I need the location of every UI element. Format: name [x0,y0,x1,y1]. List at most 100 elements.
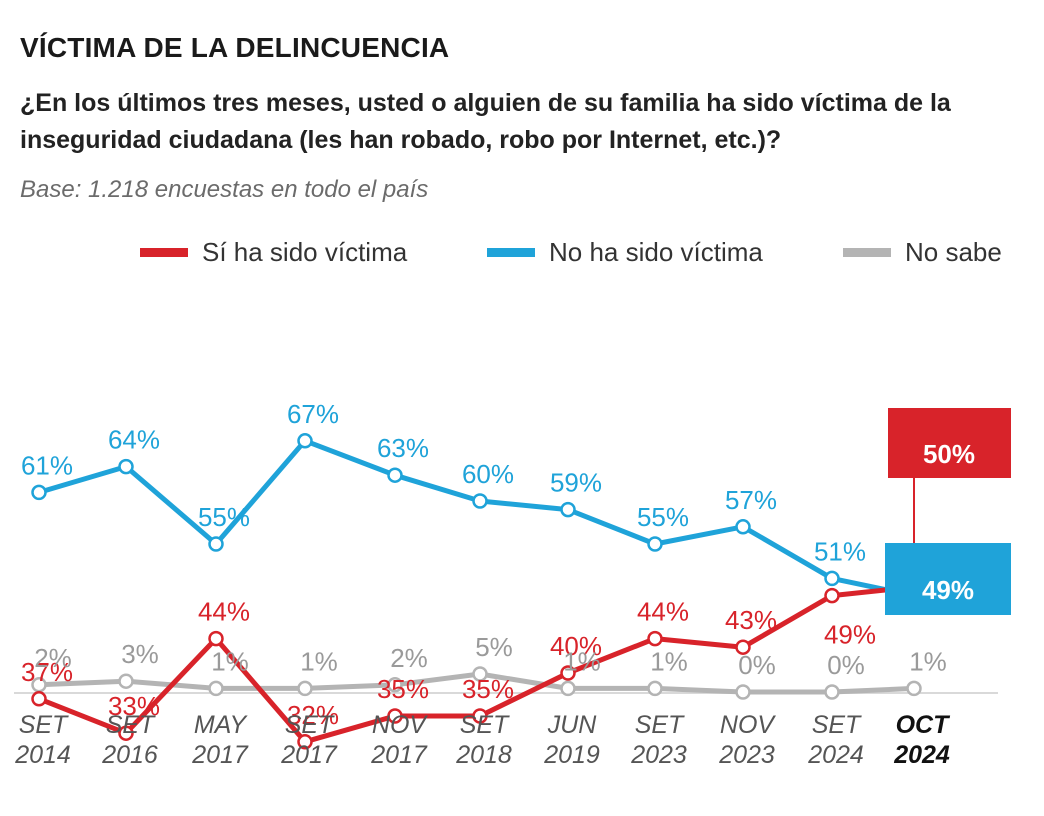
data-label-no: 67% [287,399,339,429]
x-tick-label-year: 2023 [718,741,775,769]
data-label-si: 37% [21,657,73,687]
x-tick-label-year: 2023 [630,741,687,769]
legend-item-nosabe: No sabe [843,232,1002,272]
data-point-no [824,570,840,587]
x-tick-label-year: 2024 [893,741,950,769]
data-label-nosabe: 5% [475,632,513,662]
data-point-no [387,467,403,483]
data-label-nosabe: 0% [738,650,776,680]
data-label-si: 44% [637,597,689,627]
data-label-nosabe: 1% [211,646,249,676]
x-tick-label-period: SET [460,711,510,739]
x-tick-label-period: SET [19,711,69,739]
x-tick-label-period: SET [635,711,685,739]
x-tick-label-year: 2016 [101,741,158,769]
data-label-nosabe: 0% [827,650,865,680]
x-tick-label-year: 2024 [807,741,864,769]
data-point-nosabe [297,680,313,697]
data-point-no [647,536,663,552]
x-tick-label-period: JUN [547,711,598,739]
data-label-si: 43% [725,605,777,635]
legend-label-nosabe: No sabe [905,236,1002,267]
data-point-no [735,519,751,535]
data-label-nosabe: 1% [650,646,688,676]
data-point-nosabe [560,680,576,697]
x-tick-label-period: SET [812,711,862,739]
callout-box-no [885,543,1011,615]
sample-base-note: Base: 1.218 encuestas en todo el país [20,176,429,203]
data-point-no [118,458,134,475]
data-label-no: 64% [108,425,160,455]
x-tick-label-period: SET [106,711,156,739]
data-label-si: 49% [824,620,876,650]
data-label-no: 57% [725,485,777,515]
data-label-si: 40% [550,631,602,661]
data-point-nosabe [824,684,840,700]
x-tick-label-year: 2017 [191,741,249,769]
data-label-nosabe: 1% [300,646,338,676]
x-tick-label-year: 2014 [14,741,71,769]
data-point-si [31,691,47,707]
callout-box-si [888,408,1011,478]
data-label-nosabe: 3% [121,639,159,669]
data-point-nosabe [387,677,403,693]
x-tick-label-year: 2018 [455,741,512,769]
data-point-si [297,734,313,750]
data-point-nosabe [647,680,663,697]
data-label-no: 59% [550,468,602,498]
data-label-nosabe: 2% [390,643,428,673]
data-label-si: 33% [108,691,160,721]
data-label-si: 44% [198,597,250,627]
callout-value-no: 49% [922,575,974,605]
data-point-si [387,708,403,724]
legend-label-no: No ha sido víctima [549,236,763,267]
data-label-si: 35% [377,674,429,704]
data-label-no: 63% [377,433,429,463]
data-label-nosabe: 1% [563,646,601,676]
data-label-no: 51% [814,536,866,566]
x-tick-label-period: OCT [896,711,952,739]
data-point-no [560,501,576,518]
data-point-no [297,433,313,449]
data-point-si [735,639,751,655]
data-point-no [31,484,47,501]
data-point-si [118,725,134,741]
data-label-nosabe: 1% [909,646,947,676]
data-label-nosabe: 2% [34,643,72,673]
data-point-no [208,536,224,552]
data-point-no [472,493,488,509]
legend-label-si: Sí ha sido víctima [202,236,408,267]
data-label-no: 55% [198,502,250,532]
data-point-si [472,708,488,724]
x-tick-label-year: 2017 [370,741,428,769]
data-point-si [560,665,576,681]
legend-swatch-no [487,247,535,257]
chart-subtitle: ¿En los últimos tres meses, usted o algu… [20,89,951,154]
x-tick-label-year: 2017 [280,741,338,769]
x-tick-label-period: MAY [194,711,249,739]
chart-title: VÍCTIMA DE LA DELINCUENCIA [20,32,450,63]
legend: Sí ha sido víctima No ha sido víctima No… [0,232,1044,272]
x-tick-label-period: SET [285,711,335,739]
callout-value-si: 50% [923,439,975,469]
data-point-nosabe [208,680,224,697]
data-point-nosabe [906,680,922,697]
x-tick-label-year: 2019 [543,741,600,769]
data-point-si [824,587,840,604]
data-label-si: 35% [462,674,514,704]
data-point-nosabe [735,684,751,700]
data-label-no: 60% [462,459,514,489]
legend-swatch-si [140,247,188,257]
data-point-si [647,630,663,647]
data-label-no: 55% [637,502,689,532]
x-tick-label-period: NOV [372,711,429,739]
data-label-si: 32% [287,700,339,730]
data-point-si [208,630,224,647]
data-point-nosabe [472,666,488,682]
legend-item-si: Sí ha sido víctima [140,232,407,272]
x-tick-label-period: NOV [720,711,777,739]
data-label-no: 61% [21,450,73,480]
data-point-nosabe [118,673,134,689]
legend-item-no: No ha sido víctima [487,232,763,272]
